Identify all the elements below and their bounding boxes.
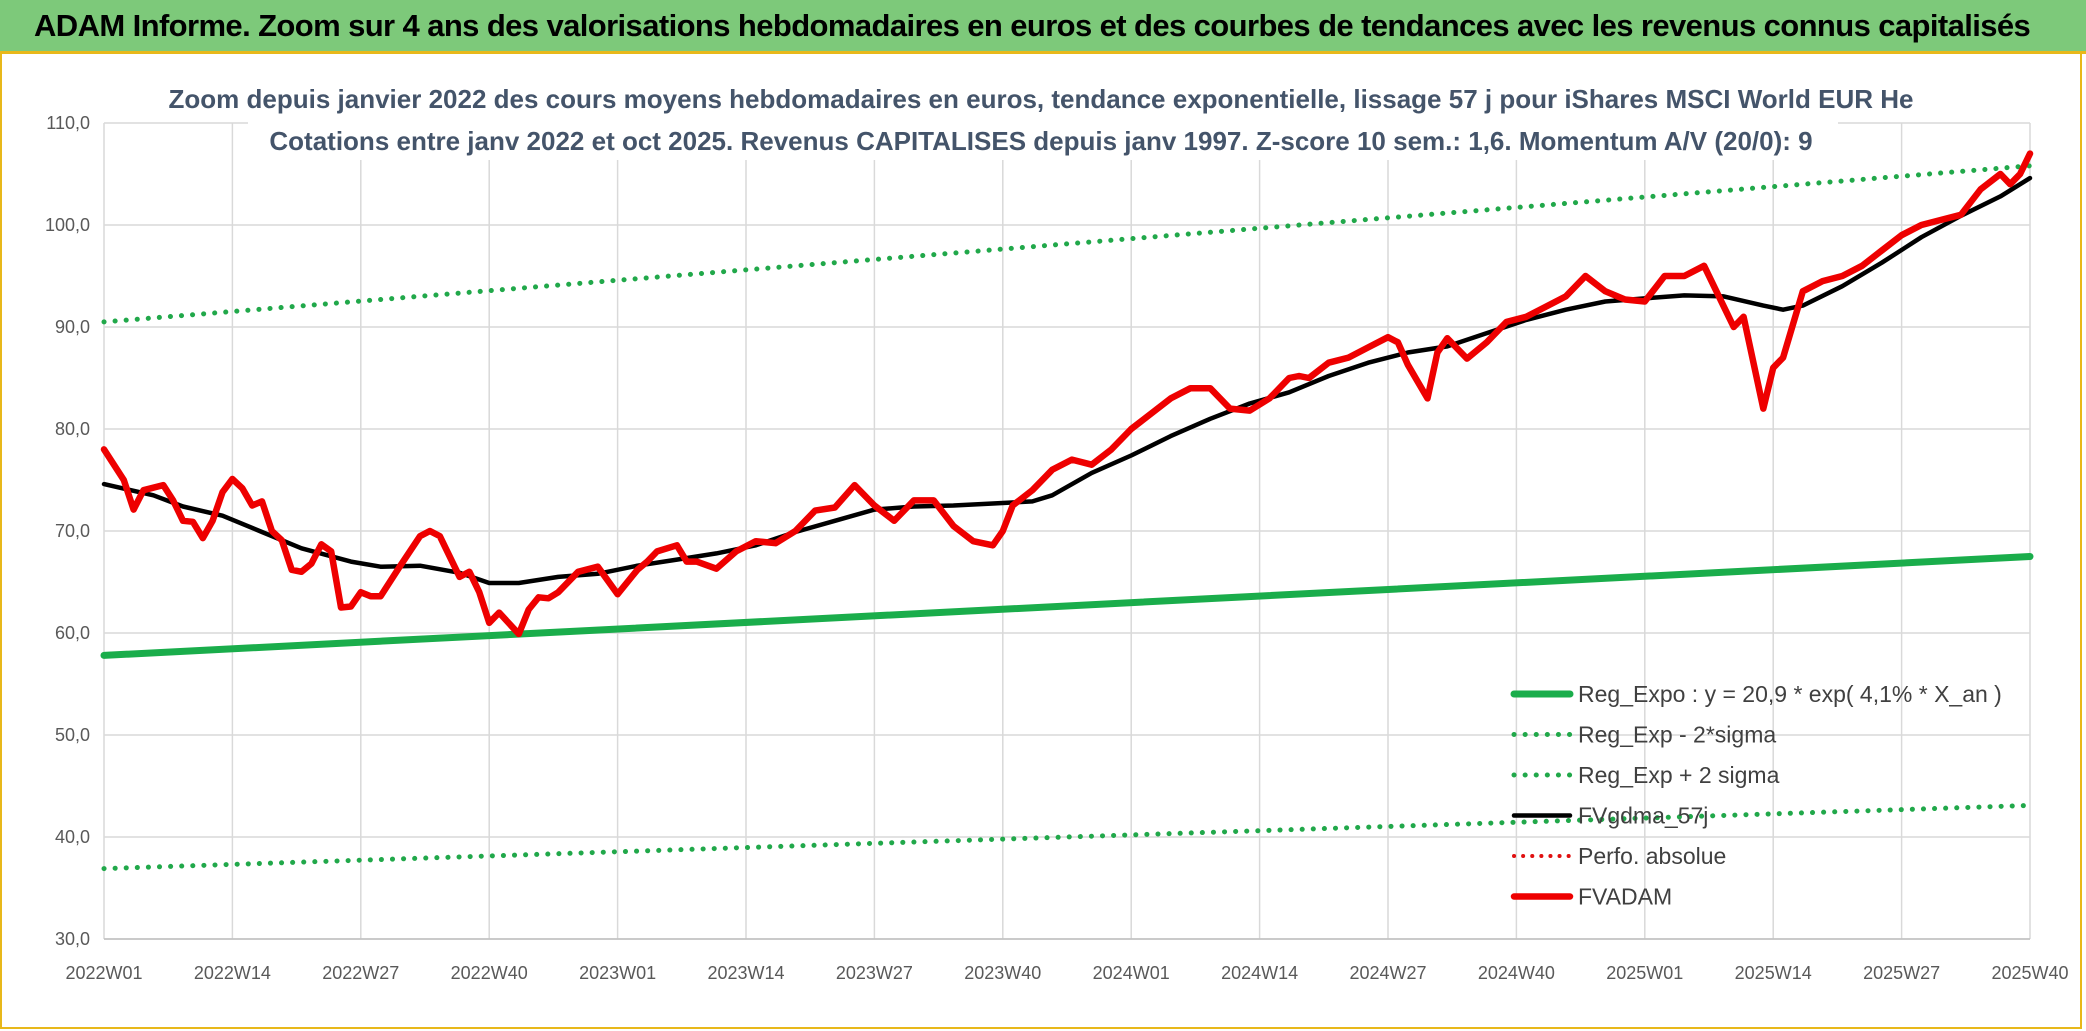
x-tick-label: 2025W14 [1735, 963, 1812, 983]
banner-title: ADAM Informe. Zoom sur 4 ans des valoris… [34, 8, 2031, 43]
legend-label: FVADAM [1578, 884, 1672, 910]
x-tick-label: 2025W40 [1991, 963, 2068, 983]
chart-frame [0, 54, 2082, 1029]
legend-label: FVgdma_57j [1578, 803, 1708, 829]
x-tick-label: 2024W40 [1478, 963, 1555, 983]
y-tick-label: 50,0 [55, 725, 90, 745]
y-tick-label: 30,0 [55, 929, 90, 949]
x-tick-label: 2024W14 [1221, 963, 1298, 983]
x-tick-label: 2023W40 [964, 963, 1041, 983]
legend-label: Reg_Exp - 2*sigma [1578, 722, 1776, 748]
y-tick-label: 70,0 [55, 521, 90, 541]
x-tick-label: 2022W14 [194, 963, 271, 983]
axes: 30,0 40,0 50,0 60,0 70,0 80,0 90,0 100,0 110,0 20… [45, 113, 2069, 983]
series-fvgdma-57j [101, 175, 2033, 586]
chart-titles: Zoom depuis janvier 2022 des cours moyen… [169, 76, 1914, 160]
series-reg-exp-2-sigma [101, 163, 2033, 325]
series-fvadam [100, 150, 2034, 638]
header-banner: ADAM Informe. Zoom sur 4 ans des valoris… [0, 0, 2086, 54]
x-tick-label: 2024W27 [1349, 963, 1426, 983]
y-tick-label: 100,0 [45, 215, 90, 235]
y-tick-label: 60,0 [55, 623, 90, 643]
legend-label: Reg_Expo : y = 20,9 * exp( 4,1% * X_an ) [1578, 681, 2002, 707]
series [100, 150, 2034, 872]
series-reg-expo-y-20-9-exp-4-1-x-an [100, 553, 2034, 659]
y-tick-label: 90,0 [55, 317, 90, 337]
y-tick-label: 80,0 [55, 419, 90, 439]
legend: Reg_Expo : y = 20,9 * exp( 4,1% * X_an )… [1510, 681, 2002, 910]
gridlines [103, 122, 2031, 940]
x-tick-label: 2022W40 [451, 963, 528, 983]
x-tick-label: 2025W01 [1606, 963, 1683, 983]
legend-label: Reg_Exp + 2 sigma [1578, 762, 1780, 788]
chart-title: Zoom depuis janvier 2022 des cours moyen… [169, 84, 1914, 114]
x-tick-label: 2023W27 [836, 963, 913, 983]
x-tick-label: 2023W01 [579, 963, 656, 983]
legend-label: Perfo. absolue [1578, 843, 1726, 869]
x-tick-label: 2022W27 [322, 963, 399, 983]
x-tick-label: 2025W27 [1863, 963, 1940, 983]
x-tick-label: 2022W01 [65, 963, 142, 983]
x-tick-label: 2023W14 [707, 963, 784, 983]
chart-subtitle: Cotations entre janv 2022 et oct 2025. R… [269, 126, 1812, 156]
x-tick-label: 2024W01 [1093, 963, 1170, 983]
y-tick-label: 110,0 [46, 113, 90, 133]
series-reg-exp-2-sigma [101, 802, 2033, 872]
y-tick-label: 40,0 [55, 827, 90, 847]
